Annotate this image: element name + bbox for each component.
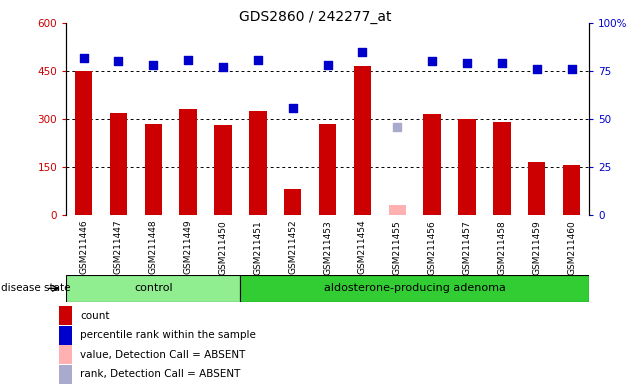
Text: GSM211459: GSM211459 [532,220,541,275]
Text: disease state: disease state [1,283,71,293]
Text: count: count [81,311,110,321]
Bar [214,126,232,215]
Bar [354,66,371,215]
Bar [249,111,266,215]
Text: GSM211447: GSM211447 [114,220,123,275]
Point [253,56,263,63]
Point [357,49,367,55]
Bar [423,114,441,215]
Point [392,124,403,130]
Text: GSM211446: GSM211446 [79,220,88,275]
Point [218,64,228,70]
Point [183,56,193,63]
Bar [319,124,336,215]
Point [532,66,542,72]
Bar [389,205,406,215]
Text: GSM211452: GSM211452 [289,220,297,275]
Point [79,55,89,61]
Point [113,58,123,65]
Bar [59,326,72,344]
Point [566,66,576,72]
Text: GSM211458: GSM211458 [498,220,507,275]
Text: value, Detection Call = ABSENT: value, Detection Call = ABSENT [81,350,246,360]
Text: GSM211460: GSM211460 [567,220,576,275]
Bar [563,166,580,215]
Text: GSM211454: GSM211454 [358,220,367,275]
Bar [241,275,589,302]
Point [497,60,507,66]
Bar [493,122,511,215]
Text: GSM211456: GSM211456 [428,220,437,275]
Text: GSM211449: GSM211449 [184,220,193,275]
Text: aldosterone-producing adenoma: aldosterone-producing adenoma [324,283,506,293]
Point [462,60,472,66]
Bar [66,275,241,302]
Bar [528,162,546,215]
Point [288,104,298,111]
Bar [59,365,72,384]
Bar [459,119,476,215]
Text: GSM211457: GSM211457 [462,220,471,275]
Point [427,58,437,65]
Text: control: control [134,283,173,293]
Bar [75,71,92,215]
Bar [59,306,72,325]
Point [323,62,333,68]
Text: GSM211451: GSM211451 [253,220,262,275]
Bar [284,189,302,215]
Text: GSM211455: GSM211455 [393,220,402,275]
Text: GSM211453: GSM211453 [323,220,332,275]
Text: GDS2860 / 242277_at: GDS2860 / 242277_at [239,10,391,23]
Point [148,62,158,68]
Text: GSM211448: GSM211448 [149,220,158,275]
Bar [110,113,127,215]
Bar [59,346,72,364]
Bar [145,124,162,215]
Bar [180,109,197,215]
Text: rank, Detection Call = ABSENT: rank, Detection Call = ABSENT [81,369,241,379]
Text: GSM211450: GSM211450 [219,220,227,275]
Text: percentile rank within the sample: percentile rank within the sample [81,330,256,340]
